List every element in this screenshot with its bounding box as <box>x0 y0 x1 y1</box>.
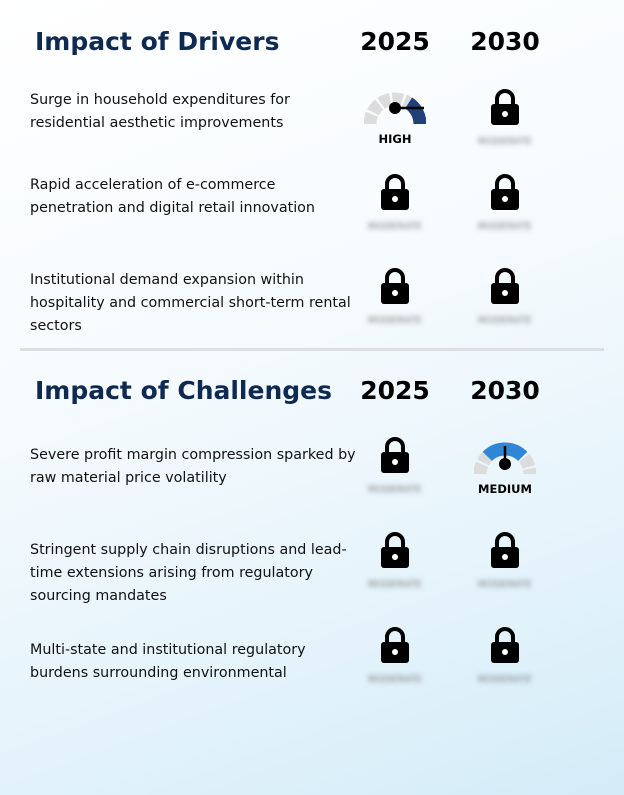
padlock-icon <box>381 627 409 663</box>
challenge-2025-cell[interactable]: MODERATE <box>350 627 440 697</box>
blurred-level-label: MODERATE <box>368 675 422 685</box>
challenges-title: Impact of Challenges <box>35 376 332 405</box>
challenge-2030-cell: MEDIUM <box>460 430 550 500</box>
blurred-level-label: MODERATE <box>368 580 422 590</box>
driver-2030-cell[interactable]: MODERATE <box>460 89 550 159</box>
padlock-icon <box>491 89 519 125</box>
challenges-year-2025: 2025 <box>360 376 430 405</box>
padlock-icon <box>381 437 409 473</box>
driver-text: Surge in household expenditures for resi… <box>30 92 290 131</box>
challenge-2030-cell[interactable]: MODERATE <box>460 532 550 602</box>
challenges-year-2030: 2030 <box>470 376 540 405</box>
padlock-icon <box>381 174 409 210</box>
gauge-level-label: MEDIUM <box>478 482 532 496</box>
drivers-year-2025: 2025 <box>360 27 430 56</box>
gauge-level-label: HIGH <box>378 132 412 146</box>
driver-text: Institutional demand expansion within ho… <box>30 272 351 334</box>
blurred-level-label: MODERATE <box>368 316 422 326</box>
padlock-icon <box>491 627 519 663</box>
gauge-icon <box>364 92 426 125</box>
blurred-level-label: MODERATE <box>368 222 422 232</box>
padlock-icon <box>381 532 409 568</box>
blurred-level-label: MODERATE <box>478 675 532 685</box>
challenge-text: Stringent supply chain disruptions and l… <box>30 542 347 604</box>
drivers-year-2030: 2030 <box>470 27 540 56</box>
padlock-icon <box>381 268 409 304</box>
challenge-text: Multi-state and institutional regulatory… <box>30 642 306 681</box>
driver-2025-cell[interactable]: MODERATE <box>350 268 440 338</box>
gauge-icon <box>474 442 536 475</box>
drivers-title: Impact of Drivers <box>35 27 280 56</box>
driver-2030-cell[interactable]: MODERATE <box>460 268 550 338</box>
padlock-icon <box>491 532 519 568</box>
driver-2025-cell[interactable]: MODERATE <box>350 174 440 244</box>
driver-2030-cell[interactable]: MODERATE <box>460 174 550 244</box>
driver-2025-cell: HIGH <box>350 80 440 150</box>
padlock-icon <box>491 174 519 210</box>
driver-text: Rapid acceleration of e-commerce penetra… <box>30 177 315 216</box>
blurred-level-label: MODERATE <box>478 222 532 232</box>
section-divider <box>20 348 604 351</box>
challenge-2025-cell[interactable]: MODERATE <box>350 532 440 602</box>
challenge-2025-cell[interactable]: MODERATE <box>350 437 440 507</box>
blurred-level-label: MODERATE <box>368 485 422 495</box>
blurred-level-label: MODERATE <box>478 580 532 590</box>
challenge-2030-cell[interactable]: MODERATE <box>460 627 550 697</box>
blurred-level-label: MODERATE <box>478 316 532 326</box>
padlock-icon <box>491 268 519 304</box>
blurred-level-label: MODERATE <box>478 137 532 147</box>
challenge-text: Severe profit margin compression sparked… <box>30 447 356 486</box>
